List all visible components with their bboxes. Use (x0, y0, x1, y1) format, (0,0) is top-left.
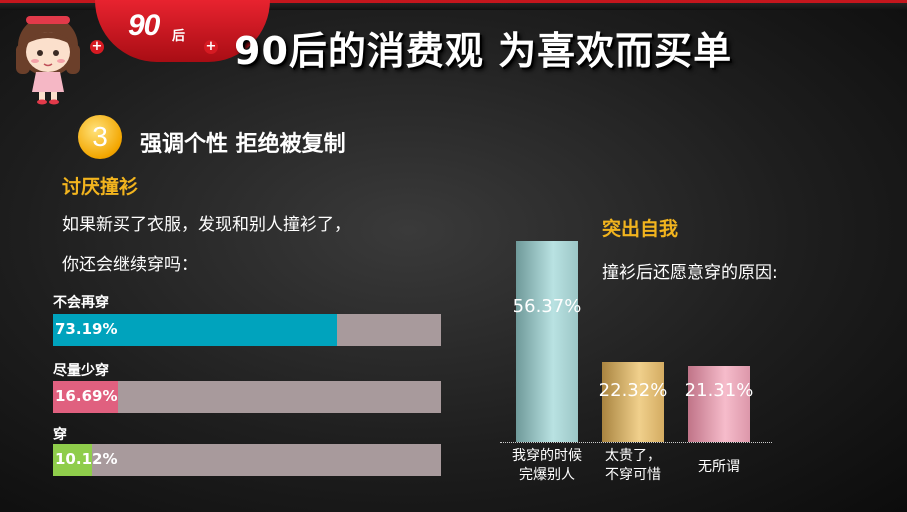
bar-value-label: 73.19% (55, 320, 118, 338)
question-line-2: 你还会继续穿吗： (62, 255, 198, 275)
column-bar (602, 362, 664, 442)
right-subtitle: 突出自我 (602, 218, 679, 240)
top-red-banner (95, 0, 270, 62)
plus-icon-left: + (90, 39, 104, 54)
bar-track: 73.19% (53, 314, 441, 346)
bar-category-label: 不会再穿 (53, 295, 109, 311)
bar-value-label: 10.12% (55, 450, 118, 468)
right-question: 撞衫后还愿意穿的原因: (602, 263, 778, 283)
column-bar (516, 241, 578, 442)
top-accent-line (0, 0, 907, 3)
bar-fill (53, 444, 93, 476)
mascot-girl-icon (16, 16, 80, 105)
top-bar (0, 0, 907, 10)
bar-fill (53, 314, 337, 346)
question-line-1: 如果新买了衣服，发现和别人撞衫了， (62, 215, 351, 235)
column-value-label: 22.32% (598, 380, 668, 401)
badge-number: 90 (128, 9, 160, 42)
bar-category-label: 穿 (53, 427, 67, 443)
column-category-label: 太贵了， 不穿可惜 (605, 448, 661, 483)
column-bar (688, 366, 750, 442)
plus-icon-right: + (204, 39, 218, 54)
bar-value-label: 16.69% (55, 387, 118, 405)
left-subtitle: 讨厌撞衫 (62, 176, 139, 198)
badge-suffix: 后 (172, 29, 186, 44)
chart-baseline (500, 442, 772, 443)
bar-category-label: 尽量少穿 (53, 363, 109, 379)
section-title: 强调个性 拒绝被复制 (140, 132, 346, 157)
bar-track: 16.69% (53, 381, 441, 413)
column-value-label: 56.37% (512, 296, 582, 317)
bar-track: 10.12% (53, 444, 441, 476)
bar-fill (53, 381, 118, 413)
page-title: 90后的消费观 为喜欢而买单 (234, 29, 733, 73)
column-category-label: 我穿的时候 完爆别人 (512, 448, 582, 483)
column-value-label: 21.31% (684, 380, 754, 401)
column-category-label: 无所谓 (698, 459, 740, 475)
section-number-badge: 3 (78, 115, 122, 159)
age-badge: 90 后 (118, 5, 228, 53)
